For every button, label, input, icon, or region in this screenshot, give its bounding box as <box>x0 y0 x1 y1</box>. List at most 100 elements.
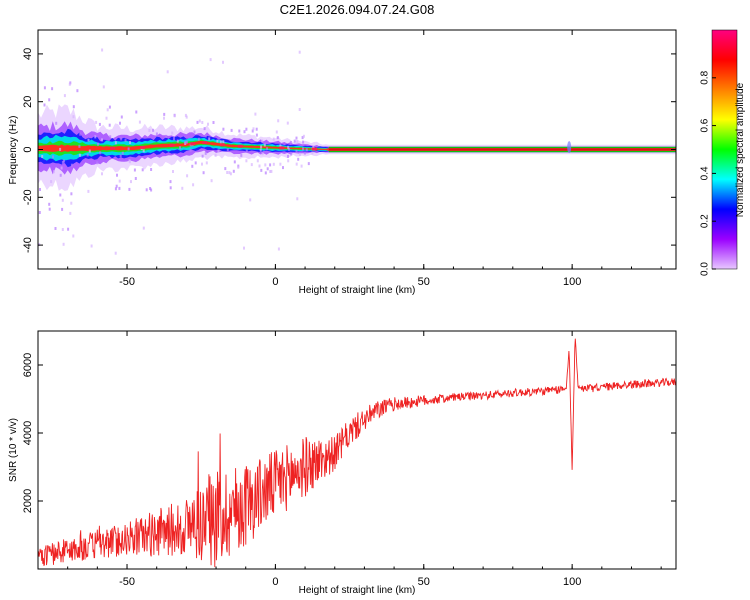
spectrogram-noise-speck <box>230 128 233 132</box>
spectrogram-noise-speck <box>201 162 203 166</box>
spectrogram-noise-speck <box>78 144 81 148</box>
spectrogram-noise-speck <box>287 154 289 158</box>
spectrogram-noise-speck <box>70 201 73 205</box>
spectrogram-noise-speck <box>302 134 305 138</box>
x-tick-label: 100 <box>563 276 581 288</box>
spectrogram-noise-speck <box>216 139 219 143</box>
spectrogram-noise-speck <box>193 130 196 134</box>
spectrogram-noise-speck <box>101 172 103 176</box>
chart-title: C2E1.2026.094.07.24.G08 <box>280 2 435 17</box>
spectrogram-noise-speck <box>133 168 136 172</box>
spectrogram-noise-speck <box>54 227 57 230</box>
spectrogram-noise-speck <box>276 136 279 140</box>
colorbar-tick-label: 0.0 <box>700 262 711 276</box>
spectrogram-noise-speck <box>288 147 290 151</box>
spectrogram-noise-speck <box>76 89 79 93</box>
spectrogram-noise-speck <box>166 70 169 74</box>
x-tick-label: 50 <box>418 576 430 588</box>
spectrogram-noise-speck <box>295 149 298 153</box>
spectrogram-noise-speck <box>269 163 272 167</box>
spectrogram-noise-speck <box>78 153 81 157</box>
snr-series-line <box>38 338 676 568</box>
spectrogram-noise-speck <box>208 137 211 141</box>
spectrogram-noise-speck <box>254 112 257 116</box>
spectrogram-noise-speck <box>61 160 64 164</box>
spectrogram-noise-speck <box>238 129 241 133</box>
spectrogram-noise-speck <box>298 152 301 156</box>
colorbar-tick-label: 0.8 <box>700 70 711 84</box>
spectrogram-noise-speck <box>222 60 224 64</box>
spectrogram-noise-speck <box>72 105 75 109</box>
spectrogram-noise-speck <box>301 136 304 140</box>
spectrogram-noise-speck <box>261 139 264 143</box>
spectrogram-noise-speck <box>99 151 102 155</box>
spectrogram-noise-speck <box>233 160 236 164</box>
spectrogram-noise-speck <box>163 112 166 116</box>
spectrogram-noise-speck <box>172 170 174 173</box>
spectrogram-noise-speck <box>48 207 51 211</box>
spectrogram-noise-speck <box>222 140 225 144</box>
x-tick-label: -50 <box>119 276 135 288</box>
spectrogram-noise-speck <box>145 188 148 192</box>
spectrogram-noise-speck <box>197 137 200 141</box>
spectrogram-noise-speck <box>228 171 231 175</box>
spectrogram-noise-speck <box>120 137 123 141</box>
spectrogram-noise-speck <box>41 155 44 158</box>
colorbar-tick-label: 0.2 <box>700 214 711 228</box>
spectrogram-noise-speck <box>141 168 144 172</box>
spectrogram-noise-speck <box>297 157 300 161</box>
spectrogram-noise-speck <box>101 48 104 52</box>
spectrogram-noise-speck <box>202 171 205 175</box>
spectrogram-noise-speck <box>96 161 99 165</box>
spectrogram-hotspot <box>202 141 208 145</box>
y-tick-label: 4000 <box>22 421 34 445</box>
spectrogram-noise-speck <box>70 192 73 196</box>
spectrogram-noise-speck <box>258 164 261 168</box>
spectrogram-noise-speck <box>51 87 54 91</box>
spectrogram-noise-speck <box>108 123 111 127</box>
spectrogram-noise-speck <box>302 147 304 151</box>
spectrogram-noise-speck <box>173 137 175 141</box>
spectrogram-noise-speck <box>251 129 254 133</box>
spectrogram-noise-speck <box>135 110 138 114</box>
snr-frame <box>37 330 677 570</box>
spectrogram-noise-speck <box>217 149 220 153</box>
spectrogram-noise-speck <box>90 244 93 248</box>
spectrogram-noise-speck <box>264 171 267 175</box>
spectrogram-noise-speck <box>48 98 51 102</box>
spectrogram-noise-speck <box>119 154 122 158</box>
spectrogram-noise-speck <box>67 227 70 231</box>
spectrogram-x-label: Height of straight line (km) <box>299 285 416 296</box>
spectrogram-noise-speck <box>87 138 90 142</box>
spectrogram-noise-speck <box>296 197 299 201</box>
spectrogram-noise-speck <box>222 127 225 131</box>
spectrogram-noise-speck <box>210 179 213 183</box>
spectrogram-noise-speck <box>245 149 248 153</box>
spectrogram-noise-speck <box>152 128 155 132</box>
spectrogram-noise-speck <box>196 120 199 124</box>
spectrogram-noise-speck <box>128 187 131 191</box>
spectrogram-layers <box>38 48 676 255</box>
spectrogram-noise-speck <box>240 153 243 157</box>
spectrogram-noise-speck <box>224 167 227 171</box>
spectrogram-noise-speck <box>176 139 179 143</box>
spectrogram-noise-speck <box>59 193 62 197</box>
spectrogram-noise-speck <box>105 116 108 120</box>
spectrogram-noise-speck <box>155 132 158 136</box>
spectrogram-noise-speck <box>129 141 131 144</box>
spectrogram-noise-speck <box>312 146 315 149</box>
spectrogram-noise-speck <box>189 148 192 152</box>
spectrogram-noise-speck <box>186 174 189 178</box>
spectrogram-noise-speck <box>61 228 64 231</box>
spectrogram-noise-speck <box>272 137 275 141</box>
y-tick-label: 40 <box>22 48 34 60</box>
spectrogram-noise-speck <box>86 153 89 157</box>
spectrogram-noise-speck <box>237 165 240 169</box>
spectrogram-noise-speck <box>214 153 217 157</box>
spectrogram-noise-speck <box>43 86 46 90</box>
spectrogram-noise-speck <box>138 120 141 124</box>
spectrogram-noise-speck <box>63 94 66 98</box>
spectrogram-noise-speck <box>289 141 292 144</box>
spectrogram-noise-speck <box>212 121 215 124</box>
